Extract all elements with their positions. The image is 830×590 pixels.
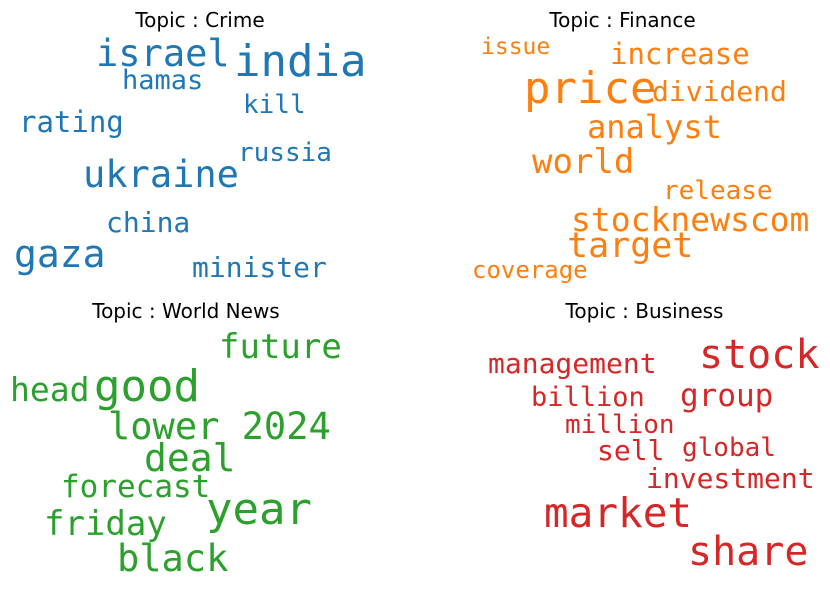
word: dividend (652, 75, 787, 108)
word: forecast (61, 469, 211, 505)
chart-title: Topic : World News (92, 299, 280, 323)
wordcloud-finance: Topic : Finance issue increase price div… (415, 0, 830, 295)
word: issue (481, 34, 551, 60)
word: stock (699, 332, 820, 378)
word: ukraine (83, 153, 239, 196)
word: sell (597, 434, 665, 467)
word: coverage (472, 256, 588, 284)
word: market (544, 489, 693, 537)
word: million (565, 410, 675, 440)
word: global (682, 433, 776, 463)
word: india (234, 36, 367, 87)
word: investment (646, 462, 815, 495)
word: russia (238, 138, 332, 168)
word: increase (610, 37, 750, 71)
word: group (680, 378, 774, 414)
word: head (10, 370, 90, 409)
word: friday (44, 504, 167, 544)
wordcloud-crime: Topic : Crime india israel hamas kill ra… (0, 0, 400, 295)
word: stocknewscom (571, 200, 810, 239)
word: minister (192, 251, 327, 284)
word: future (219, 327, 342, 367)
word: deal (144, 436, 236, 480)
word: hamas (122, 65, 204, 96)
word: release (663, 176, 773, 206)
chart-title: Topic : Business (565, 299, 724, 323)
word: lower 2024 (108, 405, 331, 448)
word: israel (96, 32, 230, 75)
word: management (488, 347, 657, 380)
word: kill (243, 90, 306, 120)
word: analyst (587, 108, 722, 146)
word: china (106, 206, 191, 239)
word: good (94, 361, 200, 412)
word: gaza (14, 232, 106, 276)
word: rating (19, 105, 124, 139)
chart-title: Topic : Finance (549, 8, 696, 32)
word: billion (531, 382, 645, 413)
word: world (532, 142, 635, 182)
word: share (688, 529, 809, 575)
wordcloud-world-news: Topic : World News future head good lowe… (0, 295, 400, 590)
word: black (117, 537, 229, 580)
word: year (206, 484, 312, 535)
wordcloud-business: Topic : Business stock management billio… (415, 295, 830, 590)
word: target (567, 226, 694, 266)
chart-title: Topic : Crime (135, 8, 265, 32)
word: price (524, 63, 657, 114)
